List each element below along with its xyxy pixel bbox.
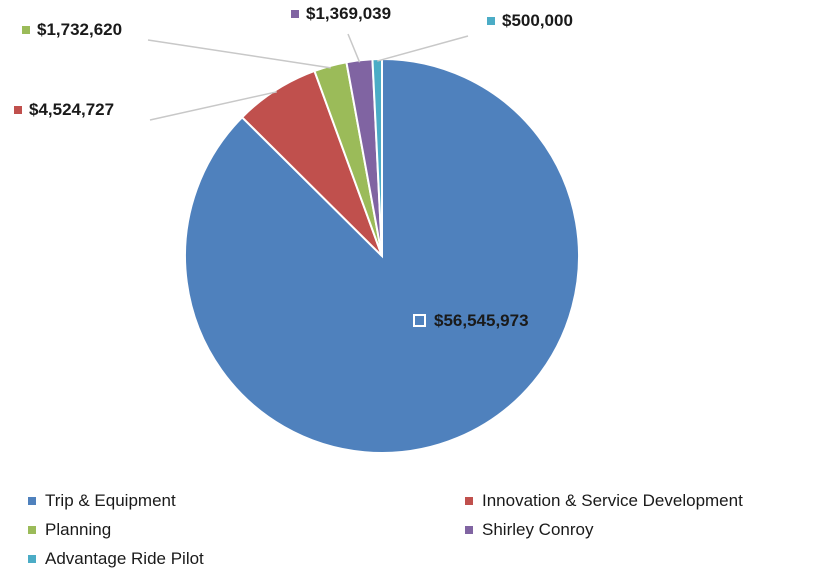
data-label-innovation-service-development: $4,524,727 xyxy=(29,100,114,119)
leader-line-planning xyxy=(147,39,331,69)
legend-swatch xyxy=(28,555,36,563)
data-label-planning: $1,732,620 xyxy=(37,20,122,39)
data-labels: $56,545,973 $4,524,727 $1,732,620 $1,369,03… xyxy=(14,4,573,330)
legend-swatch xyxy=(28,497,36,505)
data-label-shirley-conroy: $1,369,039 xyxy=(306,4,391,23)
legend-item-innovation-service-development: Innovation & Service Development xyxy=(465,488,743,514)
pie-chart: $56,545,973 $4,524,727 $1,732,620 $1,369,03… xyxy=(14,4,580,454)
legend-swatch xyxy=(28,526,36,534)
chart-legend: Trip & Equipment Innovation & Service De… xyxy=(0,480,815,573)
leader-lines xyxy=(147,33,469,121)
legend-label: Shirley Conroy xyxy=(482,520,594,539)
leader-line-innovation-service-development xyxy=(149,91,277,121)
legend-swatch xyxy=(465,497,473,505)
legend-swatch xyxy=(465,526,473,534)
legend-item-trip-equipment: Trip & Equipment xyxy=(28,488,176,514)
legend-label: Planning xyxy=(45,520,112,539)
legend-item-advantage-ride-pilot: Advantage Ride Pilot xyxy=(28,546,204,572)
data-label-swatch-shirley-conroy xyxy=(291,10,299,18)
data-label-swatch-planning xyxy=(22,26,30,34)
pie-slices xyxy=(184,57,580,454)
data-label-swatch-trip-equipment xyxy=(413,314,426,327)
legend-item-shirley-conroy: Shirley Conroy xyxy=(465,517,594,543)
leader-line-shirley-conroy xyxy=(347,33,361,63)
legend-label: Innovation & Service Development xyxy=(482,491,743,510)
data-label-swatch-innovation-service-development xyxy=(14,106,22,114)
data-label-swatch-advantage-ride-pilot xyxy=(487,17,495,25)
leader-line-advantage-ride-pilot xyxy=(377,35,469,62)
data-label-advantage-ride-pilot: $500,000 xyxy=(502,11,573,30)
legend-label: Advantage Ride Pilot xyxy=(45,549,204,568)
data-label-trip-equipment: $56,545,973 xyxy=(434,311,529,330)
legend-item-planning: Planning xyxy=(28,517,111,543)
legend-label: Trip & Equipment xyxy=(45,491,176,510)
